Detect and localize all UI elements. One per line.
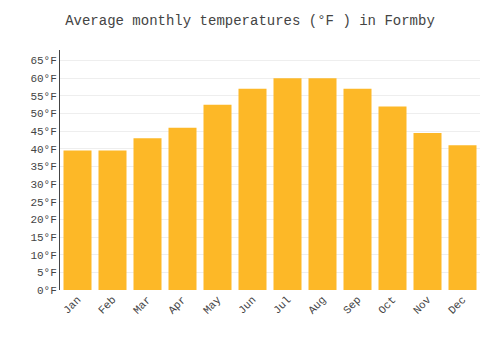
svg-text:20°F: 20°F <box>30 214 56 226</box>
svg-text:Dec: Dec <box>446 294 468 316</box>
svg-text:40°F: 40°F <box>30 144 56 156</box>
svg-text:0°F: 0°F <box>37 285 57 297</box>
svg-text:5°F: 5°F <box>37 267 57 279</box>
svg-text:Average monthly temperatures (: Average monthly temperatures (°F ) in Fo… <box>65 13 435 29</box>
svg-text:60°F: 60°F <box>30 73 56 85</box>
svg-text:55°F: 55°F <box>30 91 56 103</box>
svg-text:Jun: Jun <box>236 294 258 316</box>
svg-text:Oct: Oct <box>376 294 398 316</box>
svg-text:May: May <box>201 294 224 317</box>
svg-text:45°F: 45°F <box>30 126 56 138</box>
svg-text:Nov: Nov <box>411 294 434 317</box>
svg-text:50°F: 50°F <box>30 108 56 120</box>
svg-text:Aug: Aug <box>306 294 328 316</box>
svg-text:Sep: Sep <box>341 294 363 316</box>
svg-text:Apr: Apr <box>166 294 188 316</box>
svg-text:25°F: 25°F <box>30 197 56 209</box>
svg-text:10°F: 10°F <box>30 250 56 262</box>
svg-text:Feb: Feb <box>96 294 118 316</box>
svg-text:Jan: Jan <box>61 294 83 316</box>
svg-text:65°F: 65°F <box>30 55 56 67</box>
svg-text:30°F: 30°F <box>30 179 56 191</box>
svg-text:Mar: Mar <box>131 294 153 316</box>
svg-text:35°F: 35°F <box>30 161 56 173</box>
svg-text:15°F: 15°F <box>30 232 56 244</box>
svg-text:Jul: Jul <box>271 294 293 316</box>
